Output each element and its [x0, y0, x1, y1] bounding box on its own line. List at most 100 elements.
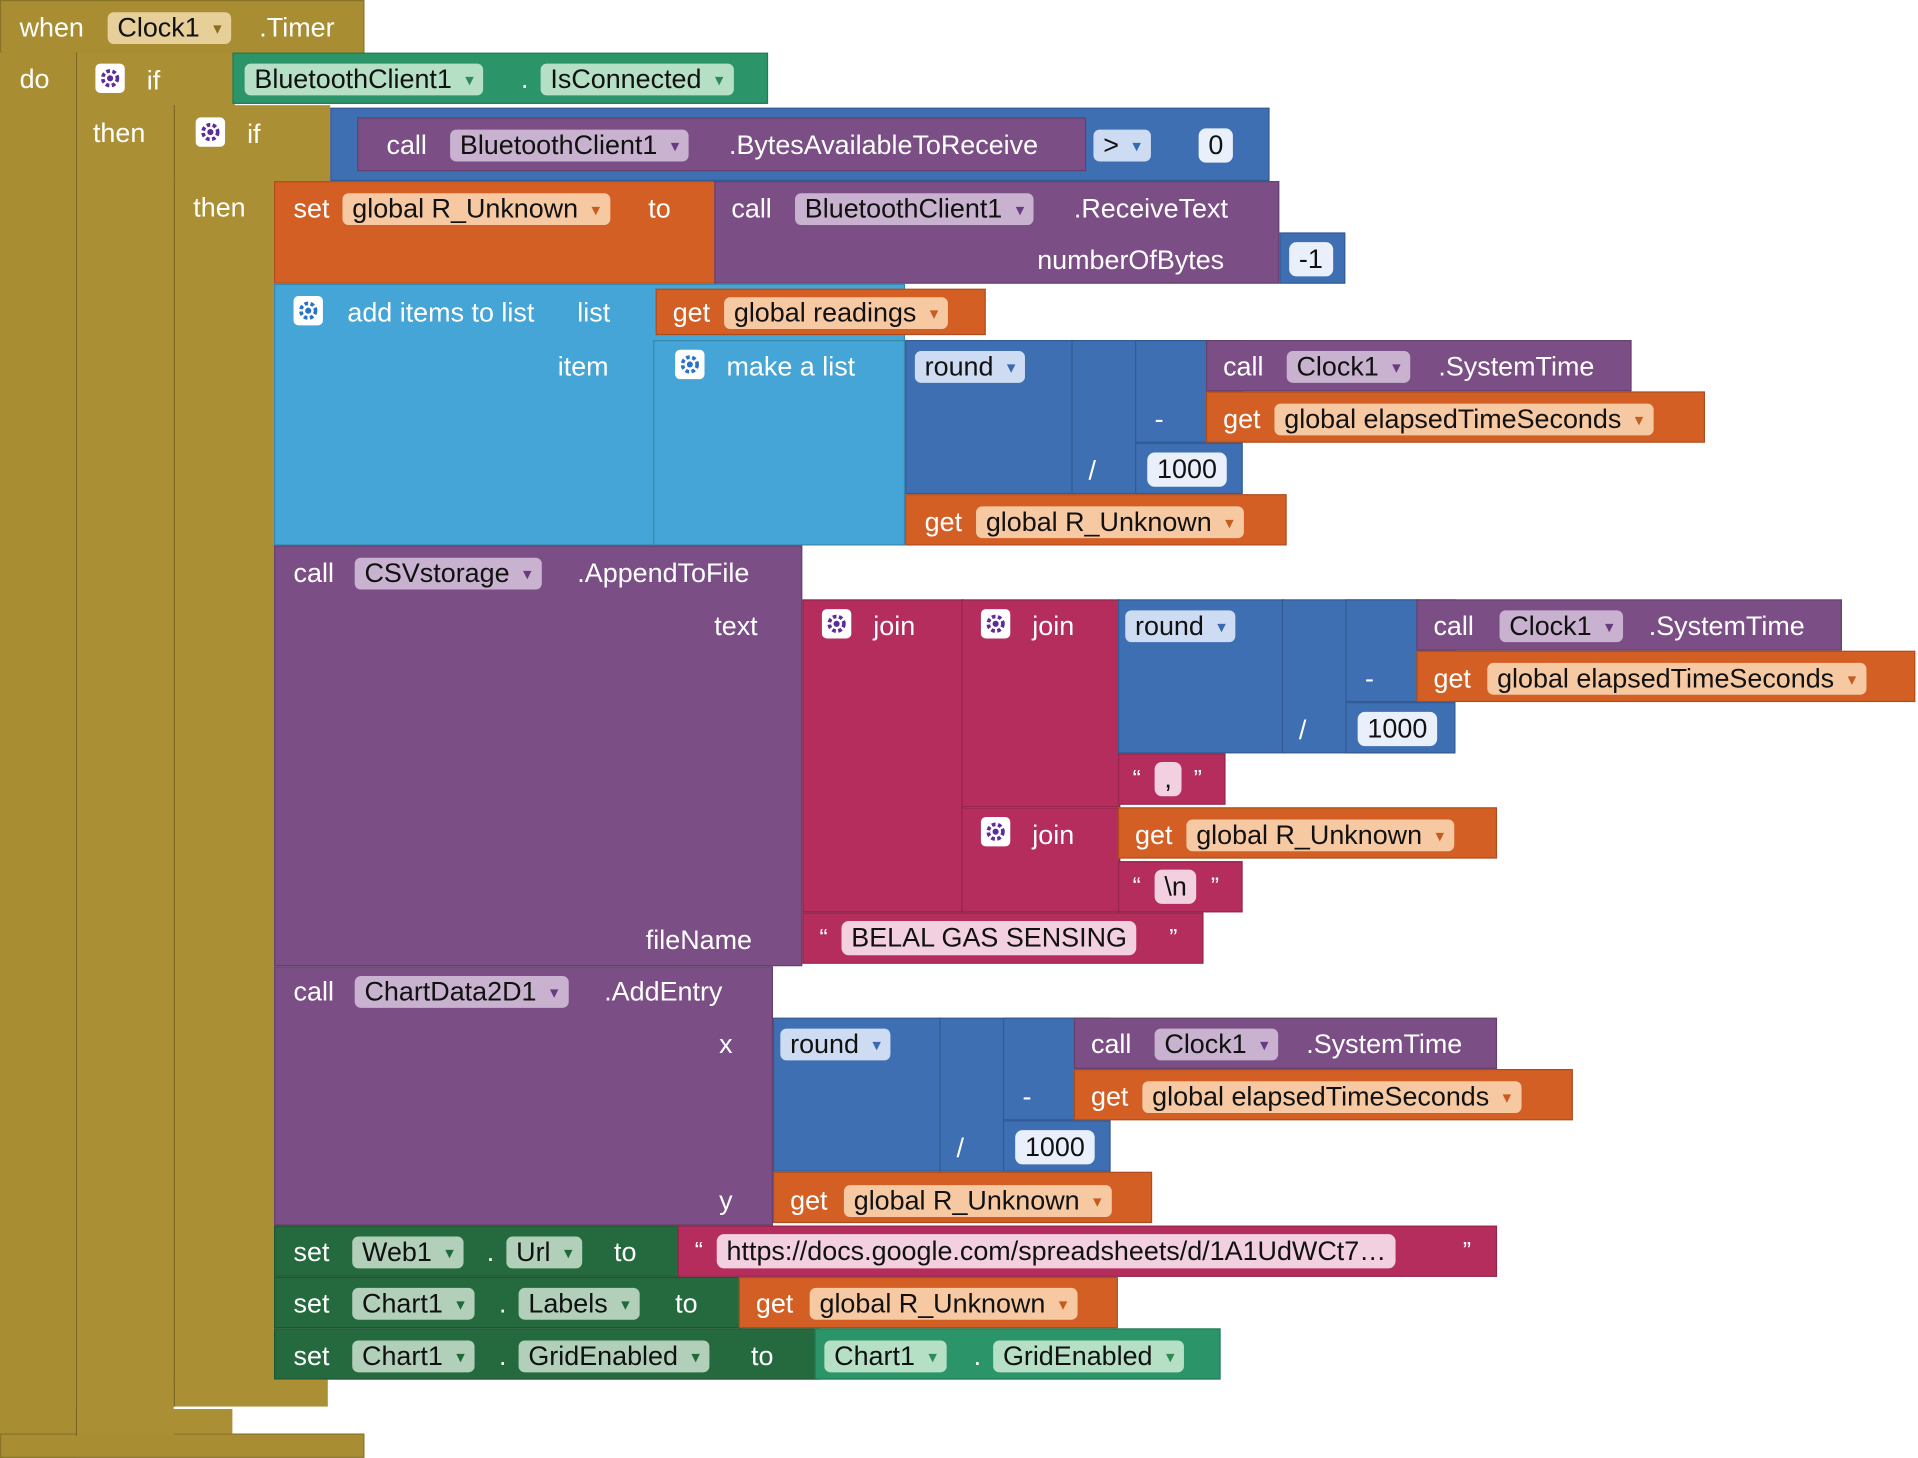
open-quote: “: [1132, 765, 1141, 793]
clock-component-dropdown[interactable]: Clock1: [1154, 1028, 1279, 1061]
divisor-number[interactable]: 1000: [1147, 452, 1227, 487]
r-unknown-variable-dropdown[interactable]: global R_Unknown: [843, 1185, 1112, 1217]
get-label: get: [755, 1287, 794, 1319]
is-connected-property-dropdown[interactable]: IsConnected: [540, 63, 734, 96]
clock-component-dropdown[interactable]: Clock1: [107, 12, 232, 45]
receive-text-method: .ReceiveText: [1073, 193, 1228, 224]
event-body-rail: [0, 52, 76, 1458]
number-of-bytes-param: numberOfBytes: [1037, 244, 1225, 276]
newline-string[interactable]: \n: [1154, 869, 1197, 904]
join-gear-icon[interactable]: [821, 609, 852, 639]
compare-value-number[interactable]: 0: [1198, 128, 1234, 163]
url-property-dropdown[interactable]: Url: [506, 1236, 583, 1269]
get-label: get: [924, 506, 963, 537]
grid-enabled-property-dropdown[interactable]: GridEnabled: [993, 1340, 1185, 1373]
divisor-number[interactable]: 1000: [1357, 711, 1438, 747]
property-dot: .: [499, 1340, 507, 1372]
add-entry-block[interactable]: [273, 966, 773, 1226]
r-unknown-variable-dropdown[interactable]: global R_Unknown: [1186, 819, 1454, 852]
bytes-available-method: .BytesAvailableToReceive: [728, 129, 1039, 161]
open-quote: “: [1132, 873, 1141, 901]
call-label: call: [1091, 1028, 1132, 1060]
bluetooth-client-dropdown[interactable]: BluetoothClient1: [795, 193, 1035, 226]
close-quote: ”: [1462, 1237, 1471, 1265]
join-label: join: [1032, 610, 1075, 641]
r-unknown-variable-dropdown[interactable]: global R_Unknown: [976, 506, 1244, 539]
make-a-list-label: make a list: [726, 351, 856, 382]
append-to-file-block[interactable]: [273, 545, 803, 967]
get-label: get: [1433, 662, 1471, 694]
set-web-url-block[interactable]: [273, 1225, 681, 1277]
chart-component-dropdown[interactable]: Chart1: [352, 1340, 475, 1373]
r-unknown-variable-dropdown[interactable]: global R_Unknown: [809, 1287, 1078, 1320]
compare-operator-dropdown[interactable]: >: [1093, 129, 1151, 162]
subtract-block[interactable]: [1002, 1017, 1077, 1121]
add-entry-method: .AddEntry: [604, 976, 723, 1007]
labels-property-dropdown[interactable]: Labels: [518, 1287, 640, 1320]
outer-then-label: then: [92, 117, 146, 148]
inner-if-body-rail: [173, 179, 274, 1385]
to-label: to: [750, 1340, 774, 1372]
clock-component-dropdown[interactable]: Clock1: [1286, 351, 1411, 383]
close-quote: ”: [1193, 765, 1202, 793]
outer-if-gear-icon[interactable]: [95, 63, 125, 93]
clock-component-dropdown[interactable]: Clock1: [1499, 610, 1624, 643]
r-unknown-variable-dropdown[interactable]: global R_Unknown: [342, 193, 610, 226]
system-time-call-block[interactable]: [1073, 1017, 1498, 1069]
round-dropdown[interactable]: round: [1125, 610, 1236, 643]
set-chart-labels-block[interactable]: [273, 1276, 742, 1329]
elapsed-variable-dropdown[interactable]: global elapsedTimeSeconds: [1487, 662, 1866, 695]
when-label: when: [19, 12, 84, 43]
comma-string[interactable]: ,: [1154, 761, 1182, 797]
filename-socket-label: fileName: [645, 924, 752, 956]
round-dropdown[interactable]: round: [914, 351, 1026, 383]
elapsed-variable-dropdown[interactable]: global elapsedTimeSeconds: [1274, 403, 1654, 436]
outer-if-body-rail: [75, 105, 174, 1436]
system-time-call-block[interactable]: [1416, 599, 1842, 651]
event-bottom-cap: [0, 1433, 365, 1458]
add-items-label: add items to list: [347, 297, 535, 328]
set-label: set: [293, 1287, 330, 1319]
call-label: call: [386, 129, 427, 161]
number-of-bytes-value[interactable]: -1: [1289, 242, 1333, 277]
call-label: call: [293, 976, 334, 1007]
text-socket-label: text: [714, 610, 758, 641]
bluetooth-client-dropdown[interactable]: BluetoothClient1: [244, 63, 484, 96]
csv-storage-dropdown[interactable]: CSVstorage: [354, 557, 542, 590]
inner-if-gear-icon[interactable]: [195, 117, 226, 147]
readings-variable-dropdown[interactable]: global readings: [724, 297, 949, 330]
property-dot: .: [521, 63, 529, 95]
round-dropdown[interactable]: round: [780, 1028, 891, 1061]
open-quote: “: [694, 1237, 703, 1265]
web-component-dropdown[interactable]: Web1: [352, 1236, 464, 1269]
outer-if-bottom-cap: [75, 1409, 233, 1434]
chart-data-dropdown[interactable]: ChartData2D1: [354, 976, 569, 1008]
bluetooth-client-dropdown[interactable]: BluetoothClient1: [450, 129, 690, 162]
join-block-outer[interactable]: [802, 599, 964, 913]
join-label: join: [873, 610, 916, 641]
filename-string[interactable]: BELAL GAS SENSING: [841, 920, 1137, 956]
chart-component-dropdown[interactable]: Chart1: [352, 1287, 475, 1320]
add-items-gear-icon[interactable]: [293, 295, 323, 326]
join-gear-icon[interactable]: [980, 609, 1011, 639]
system-time-method: .SystemTime: [1306, 1028, 1463, 1060]
system-time-call-block[interactable]: [1205, 340, 1632, 392]
inner-then-label: then: [193, 192, 246, 223]
url-string[interactable]: https://docs.google.com/spreadsheets/d/1…: [716, 1234, 1396, 1269]
to-label: to: [675, 1287, 698, 1319]
grid-enabled-property-dropdown[interactable]: GridEnabled: [518, 1340, 710, 1373]
divisor-number[interactable]: 1000: [1015, 1130, 1095, 1165]
to-label: to: [648, 193, 671, 224]
make-list-gear-icon[interactable]: [675, 349, 705, 380]
minus-operator: -: [1154, 403, 1164, 435]
open-quote: “: [819, 924, 828, 952]
subtract-block[interactable]: [1345, 599, 1419, 703]
set-label: set: [293, 193, 330, 224]
join-gear-icon[interactable]: [980, 817, 1011, 847]
join-label: join: [1032, 819, 1075, 851]
elapsed-variable-dropdown[interactable]: global elapsedTimeSeconds: [1142, 1081, 1522, 1114]
subtract-block[interactable]: [1135, 340, 1209, 443]
get-label: get: [1135, 819, 1173, 851]
chart-component-dropdown[interactable]: Chart1: [824, 1340, 947, 1373]
